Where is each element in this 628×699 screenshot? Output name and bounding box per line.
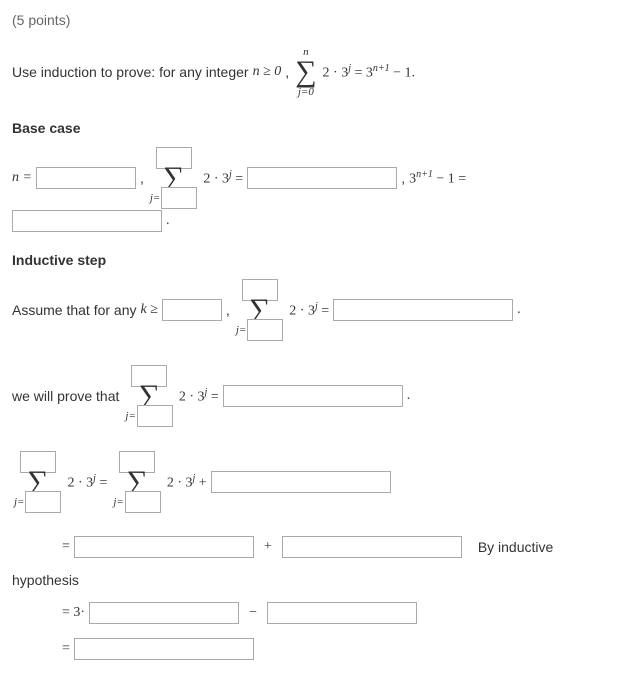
sigma-assume: ∑ j=	[236, 282, 283, 338]
j-eq3: j=	[125, 411, 135, 422]
input-sigma-base-bot[interactable]	[161, 187, 197, 209]
input-base-lhs-result[interactable]	[247, 167, 397, 189]
eq-final: =	[62, 641, 70, 657]
period3: .	[407, 388, 411, 404]
comma4: ,	[226, 302, 230, 318]
sigma-base: ∑ j=	[150, 150, 197, 206]
split-line: ∑ j= 2 · 3j = ∑ j= 2 · 3j +	[12, 454, 616, 510]
comma2: ,	[140, 170, 144, 186]
comma3: ,	[401, 170, 405, 186]
input-sigma-assume-bot[interactable]	[247, 319, 283, 341]
input-hyp-part1[interactable]	[74, 536, 254, 558]
base-case-line: n = , ∑ j= 2 · 3j = , 3n+1 − 1 = .	[12, 150, 616, 232]
hypothesis-word: hypothesis	[12, 572, 616, 588]
rhs-base: 3n+1 − 1 =	[409, 169, 466, 188]
base-case-heading: Base case	[12, 120, 616, 136]
comma: ,	[285, 64, 289, 80]
period2: .	[517, 302, 521, 318]
input-sigma-split-left-bot[interactable]	[25, 491, 61, 513]
sigma-split-left: ∑ j=	[14, 454, 61, 510]
prove-line: we will prove that ∑ j= 2 · 3j = .	[12, 368, 616, 424]
simplify-line-1: = 3· −	[62, 602, 616, 624]
term-prove: 2 · 3j =	[179, 387, 219, 406]
input-minus-part[interactable]	[267, 602, 417, 624]
hyp-apply-line: = + By inductive	[62, 536, 616, 558]
input-base-rhs-result[interactable]	[12, 210, 162, 232]
input-sigma-prove-bot[interactable]	[137, 405, 173, 427]
plus: +	[264, 539, 272, 555]
input-hyp-part2[interactable]	[282, 536, 462, 558]
term: 2 · 3j = 3n+1 − 1.	[323, 63, 416, 82]
sigma-main: n ∑ j=0	[295, 44, 316, 100]
period: .	[166, 213, 170, 229]
input-prove-result[interactable]	[223, 385, 403, 407]
term-assume: 2 · 3j =	[289, 301, 329, 320]
prompt-text: Use induction to prove: for any integer	[12, 64, 249, 80]
eq1: =	[62, 539, 70, 555]
input-split-extra[interactable]	[211, 471, 391, 493]
assume-line: Assume that for any k ≥ , ∑ j= 2 · 3j = …	[12, 282, 616, 338]
prove-text: we will prove that	[12, 388, 119, 404]
input-sigma-split-right-bot[interactable]	[125, 491, 161, 513]
input-n-value[interactable]	[36, 167, 136, 189]
sigma-prove: ∑ j=	[125, 368, 172, 424]
input-3times[interactable]	[89, 602, 239, 624]
j-eq5: j=	[113, 497, 123, 508]
sigma-bottom: j=0	[298, 87, 314, 98]
term-split-left: 2 · 3j =	[67, 473, 107, 492]
by-inductive: By inductive	[478, 539, 553, 555]
n-equals: n =	[12, 170, 32, 186]
j-eq: j=	[150, 193, 160, 204]
points-label: (5 points)	[12, 12, 616, 28]
minus-sign: −	[249, 605, 257, 621]
j-eq2: j=	[236, 325, 246, 336]
n-ge-0: n ≥ 0	[253, 64, 282, 80]
eq-3dot: = 3·	[62, 605, 85, 621]
assume-text: Assume that for any	[12, 302, 137, 318]
problem-statement: Use induction to prove: for any integer …	[12, 44, 616, 100]
term-split-right: 2 · 3j +	[167, 473, 207, 492]
input-k-lower[interactable]	[162, 299, 222, 321]
k-ge: k ≥	[141, 302, 158, 318]
input-assume-result[interactable]	[333, 299, 513, 321]
final-line: =	[62, 638, 616, 660]
j-eq4: j=	[14, 497, 24, 508]
term-base: 2 · 3j =	[203, 169, 243, 188]
inductive-step-heading: Inductive step	[12, 252, 616, 268]
sigma-split-right: ∑ j=	[113, 454, 160, 510]
input-final[interactable]	[74, 638, 254, 660]
